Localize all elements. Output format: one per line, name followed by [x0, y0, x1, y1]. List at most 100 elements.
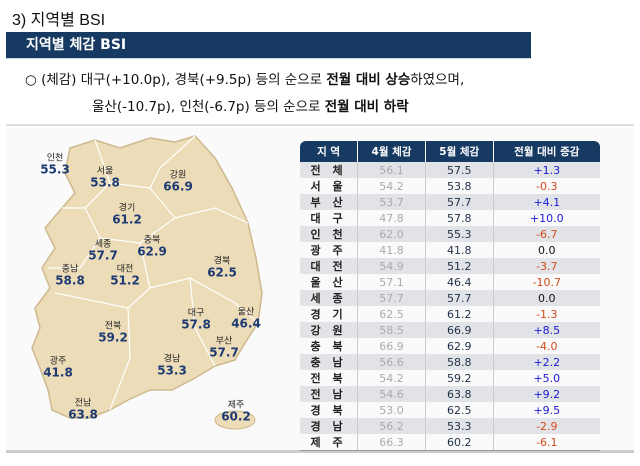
table-row: 부 산 53.7 57.7 +4.1: [300, 194, 600, 210]
region-name: 전북: [104, 321, 122, 332]
map-region-label: 부산 57.7: [209, 337, 239, 360]
region-value: 61.2: [112, 212, 142, 227]
region-value: 57.7: [209, 345, 239, 360]
column-header: 지 역: [300, 141, 359, 162]
region-value: 60.2: [221, 409, 251, 424]
map-region-label: 세종 57.7: [88, 240, 118, 263]
april-cell: 41.8: [357, 242, 426, 258]
region-cell: 전 북: [300, 370, 359, 386]
table-row: 충 북 66.9 62.9 -4.0: [300, 338, 600, 354]
column-header: 5월 체감: [425, 141, 494, 162]
table-row: 세 종 57.7 57.7 0.0: [300, 290, 600, 306]
change-cell: +9.2: [493, 386, 600, 402]
may-cell: 57.7: [425, 290, 494, 306]
text-bold: 전월 대비 하락: [324, 99, 409, 115]
table-row: 광 주 41.8 41.8 0.0: [300, 242, 600, 258]
change-cell: +4.1: [493, 194, 600, 210]
region-name: 제주: [227, 400, 245, 411]
text: 하였으며,: [410, 72, 465, 88]
map-region-label: 울산 46.4: [231, 308, 261, 331]
april-cell: 54.6: [357, 386, 426, 402]
region-name: 부산: [215, 336, 233, 347]
table-row: 인 천 62.0 55.3 -6.7: [300, 226, 600, 242]
april-cell: 47.8: [357, 210, 426, 226]
map-region-label: 전북 59.2: [98, 322, 128, 345]
may-cell: 53.3: [425, 418, 494, 434]
map-region-label: 제주 60.2: [221, 401, 251, 424]
region-cell: 경 기: [300, 306, 359, 322]
table-row: 충 남 56.6 58.8 +2.2: [300, 354, 600, 370]
change-cell: -6.7: [493, 226, 600, 242]
region-name: 울산: [237, 307, 255, 318]
region-bsi-table: 지 역 4월 체감 5월 체감 전월 대비 증감 전 체 56.1 57.5 +1.3 서 울…: [300, 141, 600, 451]
region-name: 광주: [49, 356, 67, 367]
region-cell: 강 원: [300, 322, 359, 338]
table-row: 강 원 58.5 66.9 +8.5: [300, 322, 600, 338]
april-cell: 57.1: [357, 274, 426, 290]
change-cell: +2.2: [493, 354, 600, 370]
bullet-line-2: 울산(-10.7p), 인천(-6.7p) 등의 순으로 전월 대비 하락: [92, 95, 409, 115]
table-row: 서 울 54.2 53.8 -0.3: [300, 178, 600, 194]
april-cell: 62.5: [357, 306, 426, 322]
change-cell: -6.1: [493, 434, 600, 451]
map-region-label: 서울 53.8: [90, 167, 120, 190]
region-name: 경남: [163, 354, 181, 365]
may-cell: 66.9: [425, 322, 494, 338]
region-cell: 대 구: [300, 210, 359, 226]
section-title: 3) 지역별 BSI: [12, 12, 106, 29]
region-cell: 인 천: [300, 226, 359, 242]
table-row: 제 주 66.3 60.2 -6.1: [300, 434, 600, 451]
may-cell: 51.2: [425, 258, 494, 274]
april-cell: 58.5: [357, 322, 426, 338]
change-cell: +9.5: [533, 403, 561, 417]
may-cell: 58.8: [425, 354, 494, 370]
table-row: 전 북 54.2 59.2 +5.0: [300, 370, 600, 386]
region-value: 58.8: [55, 273, 85, 288]
region-value: 62.5: [207, 265, 237, 280]
region-value: 57.8: [181, 317, 211, 332]
april-cell: 56.1: [357, 162, 426, 178]
april-cell: 62.0: [357, 226, 426, 242]
may-cell: 53.8: [425, 178, 494, 194]
table-row: 경 기 62.5 61.2 -1.3: [300, 306, 600, 322]
region-name: 서울: [96, 166, 114, 177]
may-cell: 57.8: [425, 210, 494, 226]
region-cell: 서 울: [300, 178, 359, 194]
may-cell: 61.2: [425, 306, 494, 322]
may-cell: 62.9: [425, 338, 494, 354]
region-cell: 충 북: [300, 338, 359, 354]
may-cell: 60.2: [425, 434, 494, 451]
map-region-label: 경북 62.5: [207, 257, 237, 280]
april-cell: 56.2: [357, 418, 426, 434]
divider: [6, 450, 634, 453]
region-name: 강원: [169, 170, 187, 181]
april-cell: 57.7: [357, 290, 426, 306]
region-cell: 충 남: [300, 354, 359, 370]
region-value: 59.2: [98, 330, 128, 345]
april-cell: 53.7: [357, 194, 426, 210]
may-cell: 46.4: [425, 274, 494, 290]
region-value: 57.7: [88, 248, 118, 263]
column-header: 4월 체감: [357, 141, 426, 162]
may-cell: 63.8: [425, 386, 494, 402]
region-cell: 전 체: [300, 162, 359, 178]
change-cell: -0.3: [536, 179, 558, 193]
region-value: 51.2: [110, 273, 140, 288]
change-cell: -1.3: [536, 307, 558, 321]
region-name: 인천: [46, 153, 64, 164]
april-cell: 54.9: [357, 258, 426, 274]
change-cell: -4.0: [536, 339, 558, 353]
region-cell: 제 주: [300, 434, 359, 451]
bullet-line-1: ○ (체감) 대구(+10.0p), 경북(+9.5p) 등의 순으로 전월 대…: [25, 68, 464, 88]
april-cell: 66.9: [357, 338, 426, 354]
change-cell: -10.7: [532, 275, 562, 289]
change-cell: +10.0: [529, 211, 564, 225]
table-row: 전 남 54.6 63.8 +9.2: [300, 386, 600, 402]
column-header: 전월 대비 증감: [493, 141, 600, 162]
change-cell: -2.9: [493, 418, 600, 434]
region-cell: 부 산: [300, 194, 359, 210]
region-value: 62.9: [137, 244, 167, 259]
change-cell: +8.5: [493, 322, 600, 338]
map-region-label: 대전 51.2: [110, 265, 140, 288]
region-cell: 전 남: [300, 386, 359, 402]
